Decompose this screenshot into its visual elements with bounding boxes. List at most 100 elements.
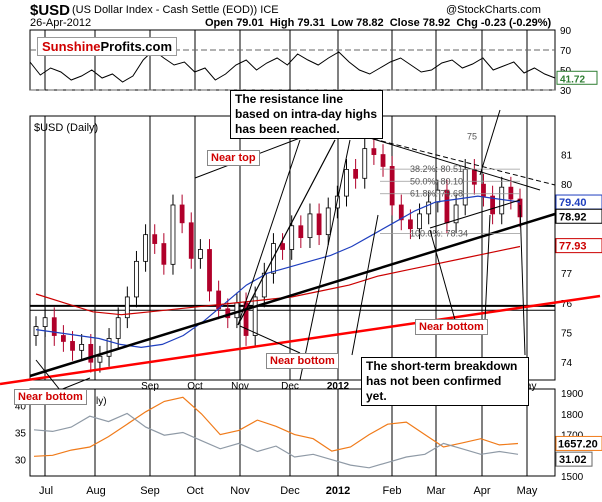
bottom-x-tick: 2012: [326, 485, 350, 497]
near-bottom-pointer: [351, 214, 379, 356]
main-y-tick: 76: [561, 299, 573, 310]
bottom-x-tick: Feb: [383, 485, 402, 497]
ma200-tag-box: [555, 238, 602, 254]
symbol-subtitle: (US Dollar Index - Cash Settle (EOD)) IC…: [72, 4, 279, 16]
bottom-x-tick: Nov: [230, 485, 250, 497]
price-candle: [42, 317, 48, 328]
ohlc-row: Open 79.01 High 79.31 Low 78.82 Close 78…: [205, 17, 551, 29]
usd-tag-box: [555, 451, 593, 467]
last-price-tag-box: [555, 208, 602, 224]
ma50-line: [35, 195, 521, 349]
price-candle: [33, 326, 39, 336]
price-candle: [234, 302, 240, 319]
price-candle: [197, 249, 203, 259]
gold-tag-box: [555, 435, 602, 451]
near-bottom-mar-pointer-b: [484, 214, 491, 321]
price-candle: [207, 249, 212, 292]
sunshine-profits-logo: SunshineProfits.com: [37, 37, 178, 56]
close-label: Close: [389, 17, 420, 29]
breakdown-annotation: The short-term breakdown has not been co…: [361, 357, 529, 406]
main-y-tick: 75: [561, 329, 573, 340]
rsi-tick-label: 30: [560, 86, 572, 97]
rsi-last-value: 41.72: [560, 74, 585, 85]
fib-partial-label: 75: [467, 132, 477, 142]
bottom-x-tick: Jul: [39, 485, 53, 497]
fib-level-label: 61.8%: 79.68: [410, 189, 463, 199]
main-y-tick: 74: [561, 358, 573, 369]
near-bottom-left-label: Near bottom: [14, 389, 87, 405]
main-x-tick: Dec: [281, 381, 299, 392]
rsi-tick-label: 90: [560, 26, 572, 37]
rsi-tick-label: 70: [560, 46, 572, 57]
price-candle: [134, 260, 139, 298]
close-value: 78.92: [422, 17, 451, 29]
price-candle: [426, 201, 432, 215]
bottom-panel-label: ly): [96, 396, 107, 407]
price-candle: [70, 341, 75, 351]
bottom-x-tick: Aug: [86, 485, 106, 497]
main-x-tick: Oct: [187, 381, 203, 392]
gold-line: [33, 396, 519, 457]
rising-support-line: [29, 212, 556, 378]
price-candle: [380, 154, 386, 167]
price-candle: [143, 234, 148, 262]
price-candle: [261, 272, 267, 298]
usd-tag: 31.02: [559, 454, 587, 466]
low-label: Low: [331, 17, 354, 29]
price-candle: [170, 204, 176, 265]
near-bottom-nov-label: Near bottom: [266, 353, 339, 369]
price-candle: [471, 168, 477, 185]
price-candle: [316, 213, 322, 236]
last-price-tag: 78.92: [559, 211, 587, 223]
resistance-pointer: [299, 139, 351, 381]
main-x-tick: Nov: [231, 381, 249, 392]
symbol-title: $USD: [30, 2, 71, 19]
open-value: 79.01: [236, 17, 264, 29]
bottom-x-tick: Mar: [427, 485, 446, 497]
bottom-x-tick: Dec: [280, 485, 300, 497]
bottom-x-tick: Sep: [140, 485, 160, 497]
main-panel-label: $USD (Daily): [34, 122, 99, 134]
main-y-tick: 77: [561, 269, 573, 280]
price-candle: [79, 344, 85, 351]
price-candle: [389, 166, 395, 206]
price-candle: [417, 213, 422, 230]
bottom-left-tick: 30: [15, 456, 27, 467]
price-candle: [179, 204, 185, 224]
price-candle: [353, 168, 359, 179]
price-candle: [453, 204, 459, 224]
resistance-line-dashed: [349, 132, 556, 186]
price-candle: [252, 296, 258, 336]
price-candle: [481, 183, 486, 197]
price-candle: [499, 186, 505, 215]
price-candle: [115, 317, 121, 339]
near-bottom-left-pointer-b: [59, 377, 91, 391]
price-candle: [408, 219, 413, 230]
resistance-box-pointer: [479, 109, 501, 176]
main-y-tick: 80: [561, 180, 573, 191]
rsi-line: [29, 49, 556, 83]
bottom-right-tick: 1800: [561, 410, 584, 421]
price-candle: [289, 225, 295, 250]
ma50-tag: 79.40: [559, 197, 587, 209]
near-bottom-mar-label: Near bottom: [415, 319, 488, 335]
logo-part1: Sunshine: [42, 39, 101, 54]
price-candle: [508, 186, 514, 200]
near-bottom-mar-pointer-a: [429, 229, 456, 321]
credit-text: @StockCharts.com: [446, 4, 541, 16]
bottom-x-tick: Apr: [473, 485, 490, 497]
price-candle: [97, 355, 103, 363]
price-candle: [371, 148, 377, 155]
price-candle: [60, 335, 66, 342]
steep-support-line: [237, 139, 336, 326]
price-candle: [362, 148, 368, 179]
price-candle: [398, 204, 404, 221]
price-candle: [161, 243, 167, 265]
fib-level-label: 100.0%: 78.34: [410, 228, 468, 238]
price-candle: [152, 234, 158, 244]
breakdown-pointer: [519, 204, 526, 356]
bottom-left-tick: 40: [15, 401, 27, 412]
gold-tag: 1657.20: [558, 438, 598, 450]
